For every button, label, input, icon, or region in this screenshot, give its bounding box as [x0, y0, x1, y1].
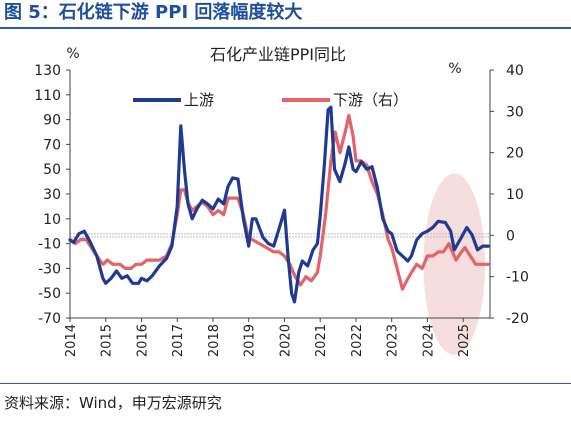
highlight-ellipse: [423, 173, 486, 355]
y-left-tick-label: -70: [38, 311, 61, 327]
y-left-tick-label: 50: [43, 162, 61, 178]
x-tick-label: 2018: [207, 324, 222, 357]
source-note: 资料来源：Wind，申万宏源研究: [4, 394, 222, 412]
bottom-rule: [0, 383, 571, 384]
y-right-tick-label: -10: [506, 270, 529, 286]
y-left-tick-label: -30: [38, 261, 61, 277]
legend-label-downstream: 下游（右）: [333, 91, 408, 109]
y-right-tick-label: 40: [506, 63, 524, 79]
x-tick-label: 2020: [278, 324, 293, 357]
y-right-tick-label: 20: [506, 146, 524, 162]
y-left-tick-label: 70: [43, 137, 61, 153]
y-left-tick-label: 130: [34, 63, 61, 79]
y-right-tick-label: -20: [506, 311, 529, 327]
y-left-tick-label: -10: [38, 237, 61, 253]
y-left-tick-label: -50: [38, 286, 61, 302]
y-left-tick-label: 90: [43, 113, 61, 129]
chart-svg: 石化产业链PPI同比 % % 130 110 90 70 50 30 10 -10 -30 -50…: [34, 45, 529, 357]
right-unit-label: %: [448, 61, 461, 77]
series-line-upstream: [68, 105, 490, 304]
series-layer: [68, 105, 490, 304]
x-tick-label: 2021: [314, 324, 329, 357]
x-tick-label: 2019: [243, 324, 258, 357]
x-tick-label: 2014: [64, 324, 79, 357]
x-tick-label: 2024: [421, 324, 436, 357]
x-tick-label: 2022: [350, 324, 365, 357]
legend: 上游 下游（右）: [133, 91, 408, 109]
legend-label-upstream: 上游: [184, 91, 214, 109]
y-right-tick-label: 0: [506, 228, 515, 244]
x-tick-label: 2025: [457, 324, 472, 357]
figure-title: 图 5：石化链下游 PPI 回落幅度较大: [4, 2, 303, 23]
y-left-tick-label: 30: [43, 187, 61, 203]
highlight-layer: [423, 173, 486, 355]
left-unit-label: %: [66, 46, 79, 62]
title-rule: [0, 27, 571, 29]
x-tick-label: 2017: [171, 324, 186, 357]
y-left-tick-label: 110: [34, 88, 61, 104]
y-right-tick-label: 30: [506, 104, 524, 120]
series-line-downstream: [68, 113, 490, 291]
x-tick-label: 2016: [135, 324, 150, 357]
y-left-tick-label: 10: [43, 212, 61, 228]
x-tick-label: 2015: [100, 324, 115, 357]
axis-layer: 130 110 90 70 50 30 10 -10 -30 -50 -70 40 30 20 10 0 -10…: [34, 63, 529, 357]
chart-title: 石化产业链PPI同比: [210, 45, 346, 64]
y-right-tick-label: 10: [506, 187, 524, 203]
x-tick-label: 2023: [386, 324, 401, 357]
